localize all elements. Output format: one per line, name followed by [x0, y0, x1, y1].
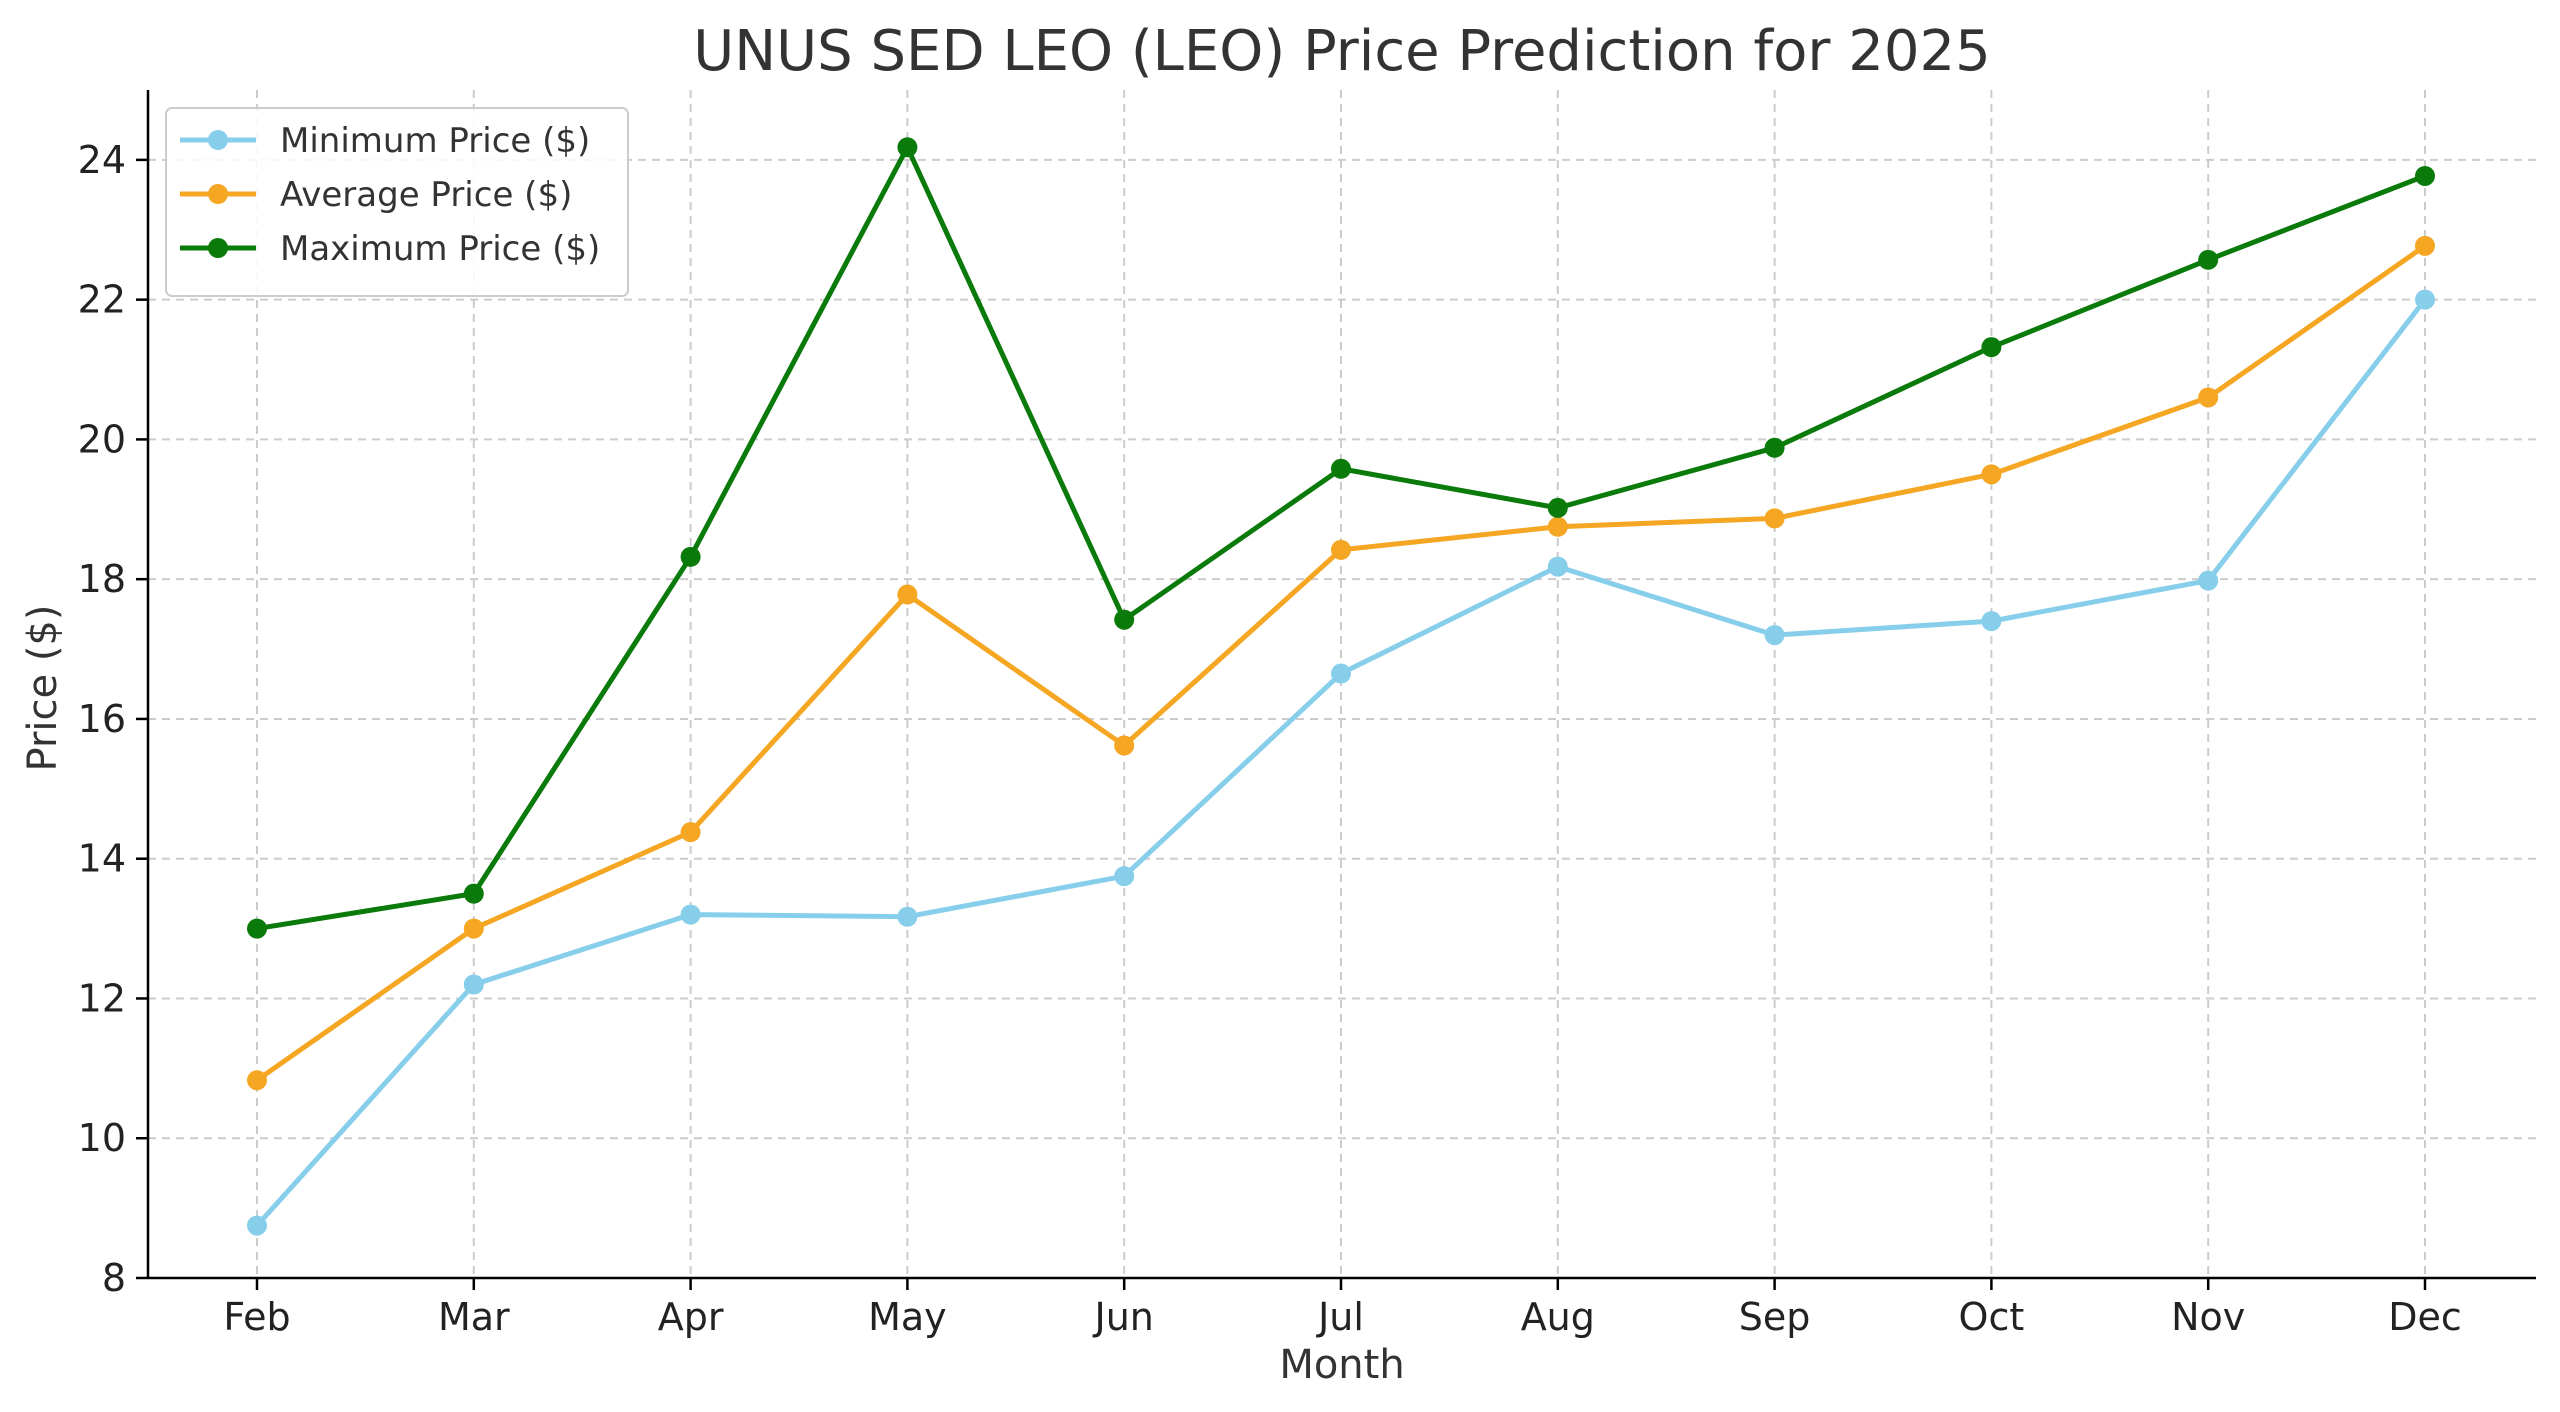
- x-tick-label-aug: Aug: [1521, 1295, 1595, 1339]
- y-tick-label: 24: [78, 138, 126, 182]
- data-point: [680, 822, 701, 843]
- y-tick-label: 20: [78, 417, 126, 461]
- x-tick-label-nov: Nov: [2171, 1295, 2245, 1339]
- legend-swatch-marker: [208, 184, 228, 204]
- y-tick-label: 18: [78, 557, 126, 601]
- data-point: [897, 137, 918, 158]
- series: [247, 137, 2435, 1236]
- data-point: [1981, 464, 2002, 485]
- data-point: [463, 883, 484, 904]
- x-tick-label-jul: Jul: [1316, 1295, 1364, 1339]
- chart-title: UNUS SED LEO (LEO) Price Prediction for …: [693, 19, 1990, 84]
- x-tick-label-jun: Jun: [1093, 1295, 1154, 1339]
- data-point: [1981, 611, 2002, 632]
- x-axis-title: Month: [1279, 1342, 1404, 1388]
- data-point: [897, 906, 918, 927]
- x-tick-label-sep: Sep: [1739, 1295, 1811, 1339]
- series-0: [247, 289, 2435, 1236]
- data-point: [1981, 337, 2002, 358]
- y-tick-label: 14: [78, 837, 126, 881]
- data-point: [2415, 235, 2435, 256]
- data-point: [247, 1070, 267, 1091]
- y-tick-label: 16: [78, 697, 126, 741]
- data-point: [247, 1215, 267, 1236]
- x-tick-label-feb: Feb: [223, 1295, 290, 1339]
- legend-swatch-marker: [208, 238, 228, 258]
- data-point: [680, 546, 701, 567]
- x-tick-label-mar: Mar: [438, 1295, 510, 1339]
- ticks: 8 10 12 14 16 18 20 22 24 Feb Mar Apr May Jun Jul Aug Se…: [78, 138, 2462, 1339]
- data-point: [1331, 539, 1351, 560]
- y-axis-title: Price ($): [20, 605, 66, 772]
- legend: Minimum Price ($) Average Price ($) Maximu…: [165, 107, 629, 297]
- data-point: [1114, 609, 1135, 630]
- x-tick-label-dec: Dec: [2388, 1295, 2462, 1339]
- legend-label: Maximum Price ($): [280, 229, 600, 269]
- data-point: [897, 584, 918, 605]
- data-point: [1547, 497, 1568, 518]
- x-tick-label-oct: Oct: [1959, 1295, 2025, 1339]
- legend-label: Average Price ($): [280, 175, 572, 215]
- legend-box: [165, 107, 629, 297]
- data-point: [463, 918, 484, 939]
- data-point: [463, 974, 484, 995]
- legend-item: Average Price ($): [180, 175, 572, 215]
- legend-label: Minimum Price ($): [280, 121, 590, 161]
- data-point: [1331, 663, 1351, 684]
- x-tick-label-apr: Apr: [658, 1295, 724, 1339]
- y-tick-label: 12: [78, 976, 126, 1020]
- x-tick-label-may: May: [868, 1295, 947, 1339]
- y-tick-label: 8: [102, 1256, 126, 1300]
- data-point: [1114, 735, 1135, 756]
- grid: [148, 90, 2536, 1279]
- data-point: [1331, 458, 1351, 479]
- legend-item: Maximum Price ($): [180, 229, 600, 269]
- data-point: [2415, 289, 2435, 310]
- y-tick-label: 10: [78, 1116, 126, 1160]
- data-point: [680, 904, 701, 925]
- y-tick-label: 22: [78, 278, 126, 322]
- legend-item: Minimum Price ($): [180, 121, 590, 161]
- data-point: [1764, 625, 1785, 646]
- legend-swatch-marker: [208, 130, 228, 150]
- data-point: [1547, 556, 1568, 577]
- data-point: [2198, 570, 2219, 591]
- data-point: [1547, 516, 1568, 537]
- data-point: [1764, 437, 1785, 458]
- series-2: [247, 137, 2435, 939]
- data-point: [1764, 508, 1785, 529]
- data-point: [2198, 387, 2219, 408]
- data-point: [2198, 249, 2219, 270]
- data-point: [2415, 165, 2435, 186]
- data-point: [1114, 866, 1135, 887]
- series-1: [247, 235, 2435, 1091]
- data-point: [247, 918, 267, 939]
